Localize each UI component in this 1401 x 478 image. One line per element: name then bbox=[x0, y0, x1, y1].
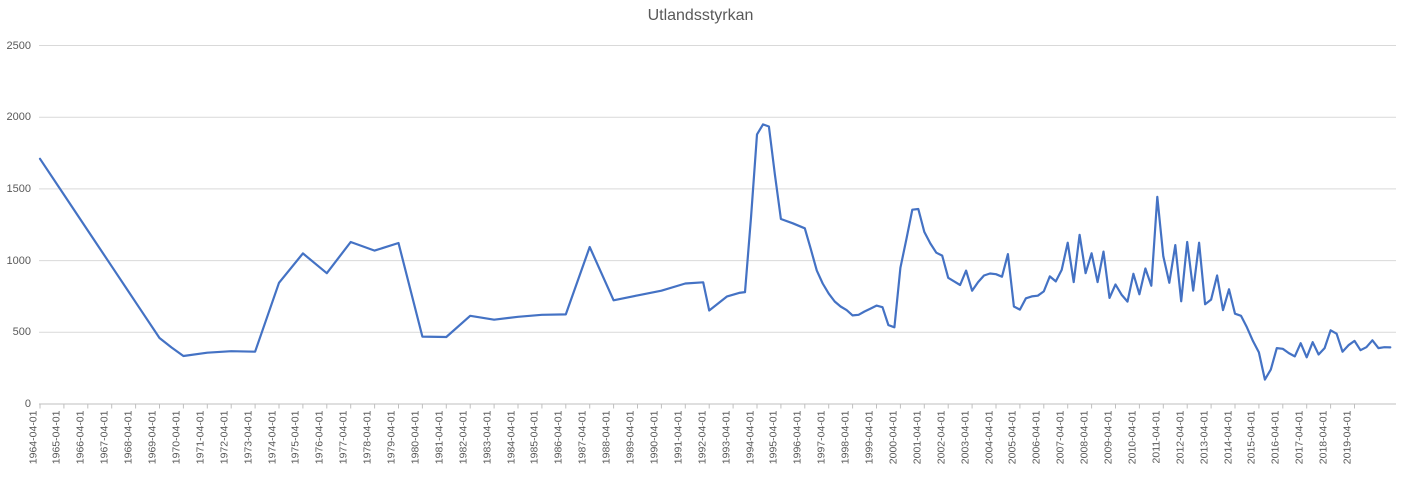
x-axis-tick-label: 1980-04-01 bbox=[409, 410, 422, 465]
x-axis-tick-label: 1965-04-01 bbox=[50, 410, 63, 465]
x-axis-tick-label: 2018-04-01 bbox=[1317, 410, 1330, 465]
x-axis-tick-label: 1966-04-01 bbox=[74, 410, 87, 465]
x-axis-tick-label: 1970-04-01 bbox=[170, 410, 183, 465]
x-axis-tick-label: 1987-04-01 bbox=[576, 410, 589, 465]
x-axis-tick-label: 1974-04-01 bbox=[266, 410, 278, 465]
x-axis-tick-label: 1975-04-01 bbox=[289, 410, 302, 465]
x-axis-tick-label: 1995-04-01 bbox=[767, 410, 780, 465]
x-axis-tick-label: 2002-04-01 bbox=[935, 410, 948, 465]
x-axis-tick-label: 1981-04-01 bbox=[433, 410, 446, 465]
x-axis-tick-label: 1999-04-01 bbox=[863, 410, 876, 465]
x-axis-tick-label: 1997-04-01 bbox=[815, 410, 828, 465]
x-axis-tick-label: 2005-04-01 bbox=[1006, 410, 1019, 465]
y-axis-tick-label: 2000 bbox=[6, 111, 31, 124]
x-axis-tick-label: 1983-04-01 bbox=[481, 410, 494, 465]
x-axis-tick-label: 2000-04-01 bbox=[887, 410, 900, 465]
y-axis-tick-label: 1500 bbox=[6, 182, 31, 195]
x-axis-tick-label: 1984-04-01 bbox=[505, 410, 517, 465]
y-axis-tick-label: 2500 bbox=[6, 39, 31, 52]
x-axis-tick-label: 1971-04-01 bbox=[194, 410, 207, 465]
x-axis-tick-label: 1972-04-01 bbox=[218, 410, 231, 465]
x-axis-tick-label: 1976-04-01 bbox=[313, 410, 326, 465]
x-axis-tick-label: 1978-04-01 bbox=[361, 410, 374, 465]
x-axis-tick-label: 2009-04-01 bbox=[1102, 410, 1115, 465]
x-axis-tick-label: 2003-04-01 bbox=[959, 410, 972, 465]
x-axis-tick-label: 1973-04-01 bbox=[242, 410, 255, 465]
x-axis-tick-label: 1968-04-01 bbox=[122, 410, 135, 465]
x-axis-tick-label: 1991-04-01 bbox=[672, 410, 685, 465]
y-axis-tick-label: 500 bbox=[12, 326, 31, 339]
x-axis-tick-label: 1994-04-01 bbox=[744, 410, 756, 465]
x-axis-tick-label: 2016-04-01 bbox=[1269, 410, 1282, 465]
x-axis-tick-label: 2008-04-01 bbox=[1078, 410, 1091, 465]
x-axis-tick-label: 1992-04-01 bbox=[696, 410, 709, 465]
x-axis-tick-label: 2011-04-01 bbox=[1150, 410, 1163, 464]
x-axis-tick-label: 1988-04-01 bbox=[600, 410, 613, 465]
x-axis-tick-label: 1993-04-01 bbox=[720, 410, 733, 465]
x-axis-tick-label: 1990-04-01 bbox=[648, 410, 661, 465]
x-axis-tick-label: 2007-04-01 bbox=[1054, 410, 1067, 465]
x-axis-tick-label: 2010-04-01 bbox=[1126, 410, 1139, 465]
x-axis-tick-label: 2019-04-01 bbox=[1341, 410, 1354, 465]
x-axis-tick-label: 1996-04-01 bbox=[791, 410, 804, 465]
x-axis-tick-label: 2014-04-01 bbox=[1222, 410, 1234, 465]
x-axis-tick-label: 1985-04-01 bbox=[528, 410, 541, 465]
x-axis-tick-label: 2013-04-01 bbox=[1198, 410, 1211, 465]
x-axis-tick-label: 1969-04-01 bbox=[146, 410, 159, 465]
x-axis-tick-label: 1964-04-01 bbox=[27, 410, 39, 465]
x-axis-tick-label: 1986-04-01 bbox=[552, 410, 565, 465]
x-axis-tick-label: 1977-04-01 bbox=[337, 410, 350, 465]
x-axis-tick-label: 1989-04-01 bbox=[624, 410, 637, 465]
x-axis-tick-label: 1998-04-01 bbox=[839, 410, 852, 465]
x-axis-tick-label: 1979-04-01 bbox=[385, 410, 398, 465]
x-axis-tick-label: 2004-04-01 bbox=[983, 410, 995, 465]
y-axis-tick-label: 0 bbox=[24, 398, 31, 410]
y-axis-tick-label: 1000 bbox=[6, 254, 31, 267]
x-axis-tick-label: 2006-04-01 bbox=[1030, 410, 1043, 465]
x-axis-tick-label: 2017-04-01 bbox=[1293, 410, 1306, 465]
x-axis-tick-label: 2001-04-01 bbox=[911, 410, 924, 465]
x-axis-tick-label: 1982-04-01 bbox=[457, 410, 470, 465]
x-axis-tick-label: 2012-04-01 bbox=[1174, 410, 1187, 465]
chart-title: Utlandsstyrkan bbox=[647, 7, 754, 24]
data-series-line bbox=[38, 123, 1392, 381]
x-axis-tick-label: 1967-04-01 bbox=[98, 410, 111, 465]
x-axis-tick-label: 2015-04-01 bbox=[1245, 410, 1258, 465]
